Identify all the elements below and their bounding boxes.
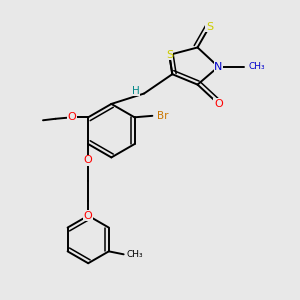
- Text: CH₃: CH₃: [127, 250, 143, 259]
- Text: Br: Br: [157, 111, 169, 121]
- Text: S: S: [166, 50, 173, 60]
- Text: CH₃: CH₃: [249, 62, 266, 71]
- Text: O: O: [84, 211, 93, 221]
- Text: S: S: [206, 22, 213, 32]
- Text: O: O: [84, 155, 93, 165]
- Text: O: O: [214, 99, 223, 109]
- Text: H: H: [132, 85, 140, 96]
- Text: O: O: [68, 112, 76, 122]
- Text: N: N: [214, 62, 223, 72]
